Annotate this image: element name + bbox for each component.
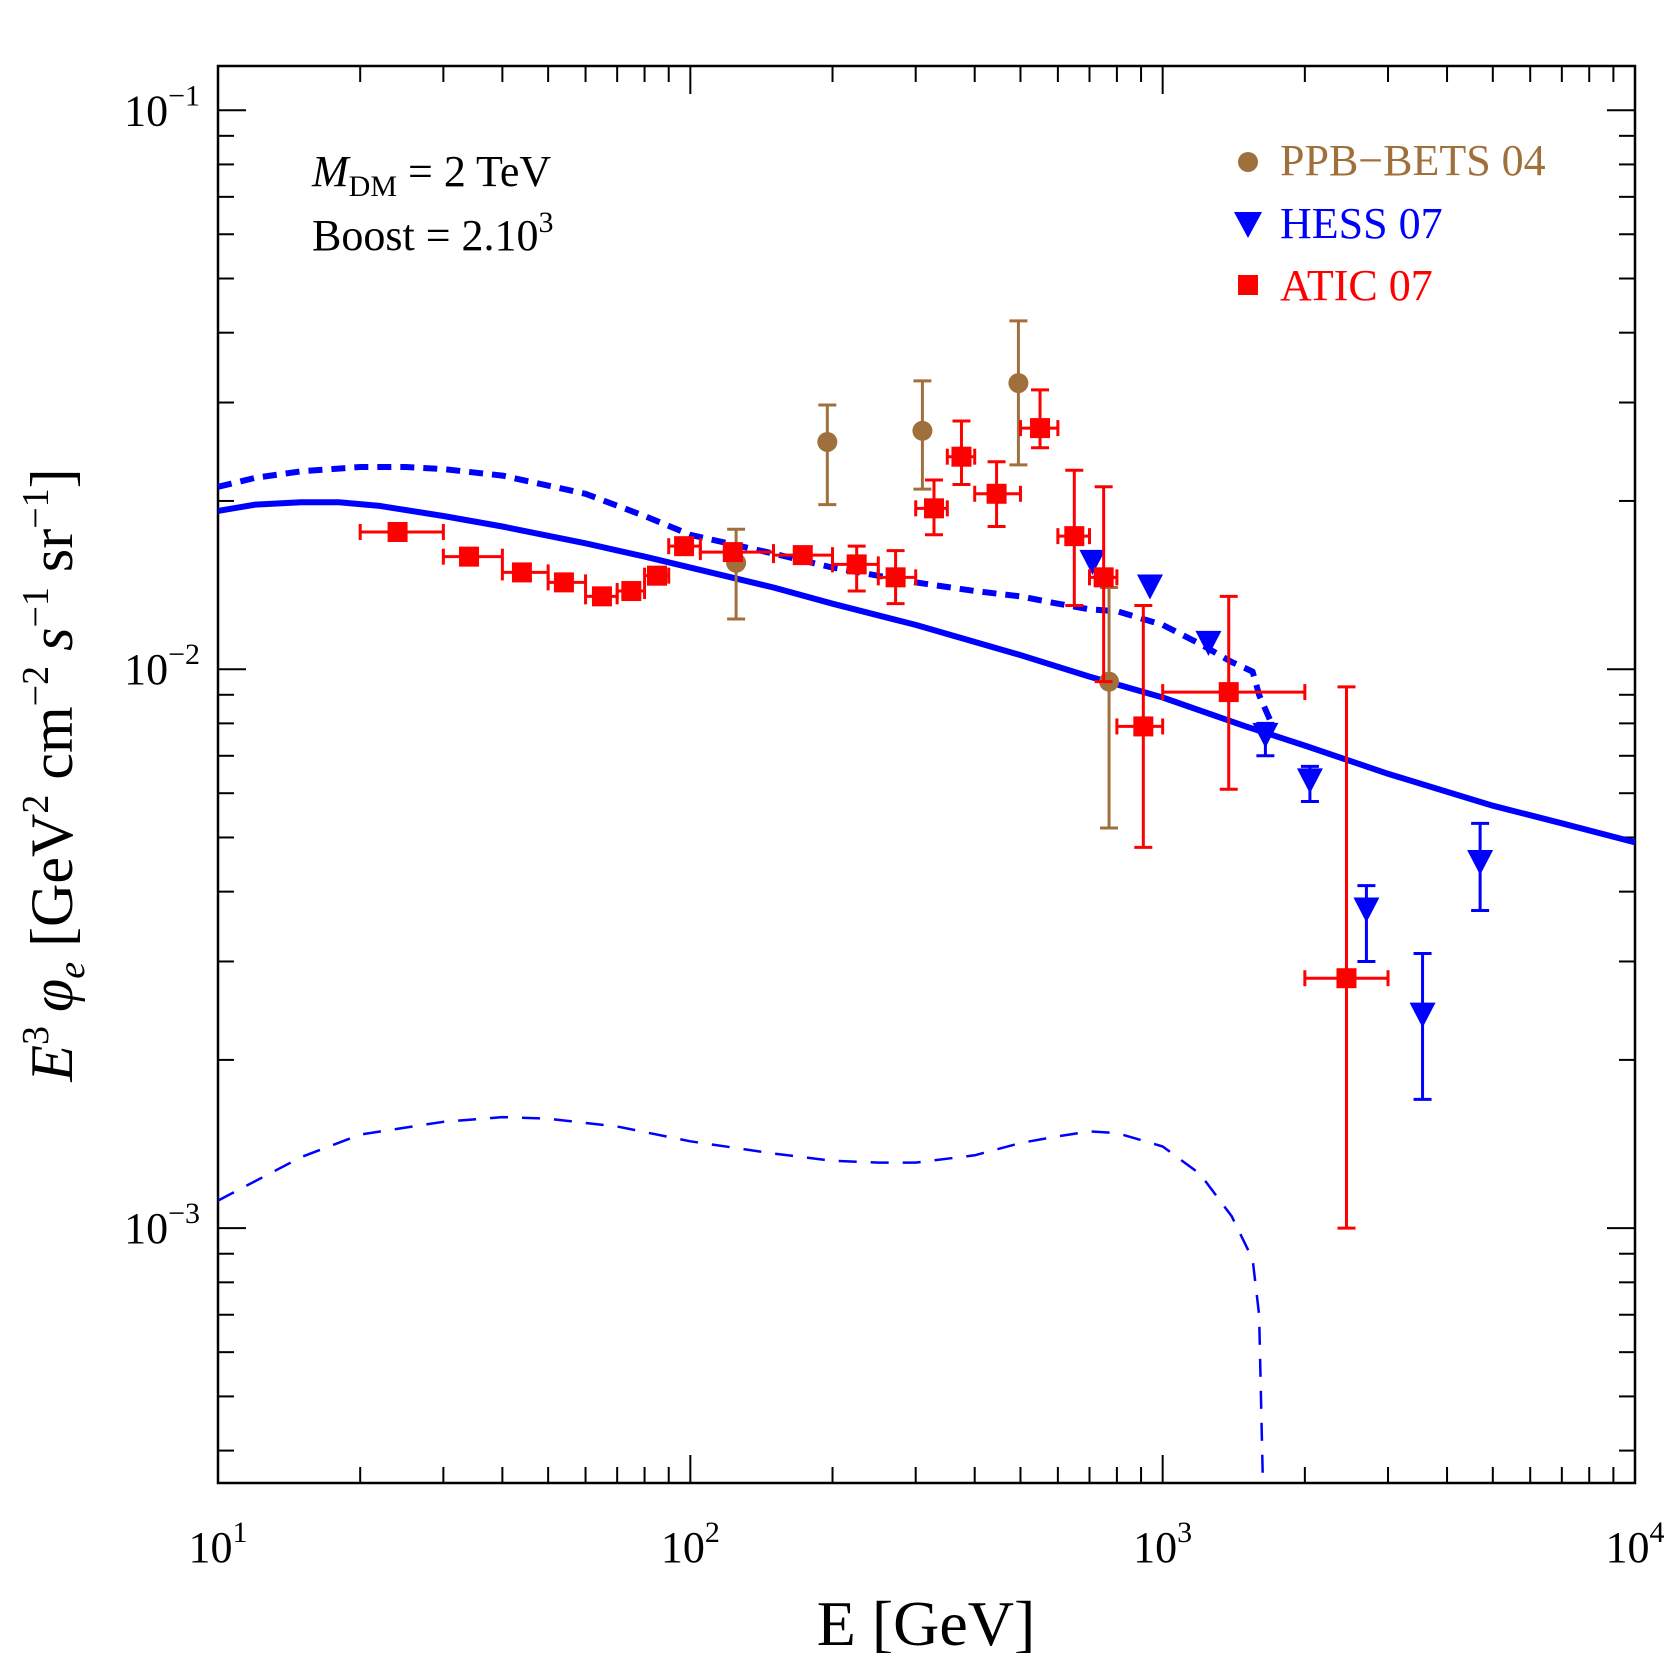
data-point-atic-07	[986, 483, 1007, 504]
x-tick-label: 102	[661, 1516, 720, 1572]
data-point-atic-07	[1218, 682, 1239, 703]
data-point-hess-07	[1296, 768, 1323, 794]
legend-marker-atic	[1238, 275, 1258, 295]
data-point-atic-07	[511, 562, 532, 583]
data-point-ppb-bets-04	[1008, 373, 1029, 394]
data-point-atic-07	[951, 446, 972, 467]
data-point-atic-07	[387, 521, 408, 542]
legend: PPB−BETS 04 HESS 07 ATIC 07	[1234, 136, 1546, 310]
data-point-atic-07	[646, 565, 667, 586]
data-point-hess-07	[1409, 1002, 1436, 1028]
data-point-atic-07	[553, 572, 574, 593]
axis-ticks	[217, 66, 1636, 1483]
data-point-atic-07	[923, 498, 944, 519]
annotation-mass: MDM = 2 TeV	[311, 147, 551, 203]
data-point-ppb-bets-04	[817, 431, 838, 452]
data-point-ppb-bets-04	[912, 420, 933, 441]
data-point-atic-07	[1133, 716, 1154, 737]
legend-marker-hess	[1234, 212, 1262, 238]
data-point-atic-07	[1336, 968, 1357, 989]
data-point-hess-07	[1079, 549, 1106, 575]
data-point-atic-07	[674, 536, 695, 557]
x-tick-label: 103	[1133, 1516, 1192, 1572]
data-point-atic-07	[1030, 418, 1051, 439]
y-tick-labels: 10−1 10−2 10−3	[124, 79, 200, 1253]
legend-marker-ppb-bets	[1238, 152, 1258, 172]
x-tick-label: 101	[189, 1516, 248, 1572]
y-axis-label: E3φe [GeV2 cm−2 s−1 sr−1]	[15, 468, 93, 1082]
series-line-dm-dashed	[217, 1115, 1265, 1484]
y-tick-label: 10−3	[124, 1197, 200, 1253]
data-point-hess-07	[1136, 574, 1163, 600]
data-point-atic-07	[621, 581, 642, 602]
annotation-boost: Boost = 2.103	[312, 206, 554, 260]
legend-label-hess: HESS 07	[1280, 199, 1443, 248]
data-point-atic-07	[1064, 526, 1085, 547]
x-tick-label: 104	[1606, 1516, 1665, 1572]
points-layer	[358, 319, 1494, 1230]
data-point-atic-07	[846, 554, 867, 575]
y-tick-label: 10−1	[124, 79, 200, 135]
data-point-atic-07	[792, 545, 813, 566]
data-point-hess-07	[1353, 897, 1380, 923]
data-point-atic-07	[459, 546, 480, 567]
series-line-total-solid	[217, 499, 1636, 846]
data-point-atic-07	[591, 586, 612, 607]
x-tick-labels: 101 102 103 104	[189, 1516, 1665, 1572]
data-point-atic-07	[722, 542, 743, 563]
legend-label-atic: ATIC 07	[1280, 261, 1433, 310]
data-point-hess-07	[1252, 722, 1279, 748]
data-point-hess-07	[1195, 630, 1222, 656]
data-point-atic-07	[1093, 567, 1114, 588]
data-point-atic-07	[885, 567, 906, 588]
plot-frame	[216, 64, 1637, 1485]
data-point-hess-07	[1467, 850, 1494, 876]
x-axis-label: E [GeV]	[817, 1588, 1036, 1653]
y-tick-label: 10−2	[124, 638, 200, 694]
legend-label-ppb-bets: PPB−BETS 04	[1280, 136, 1546, 185]
